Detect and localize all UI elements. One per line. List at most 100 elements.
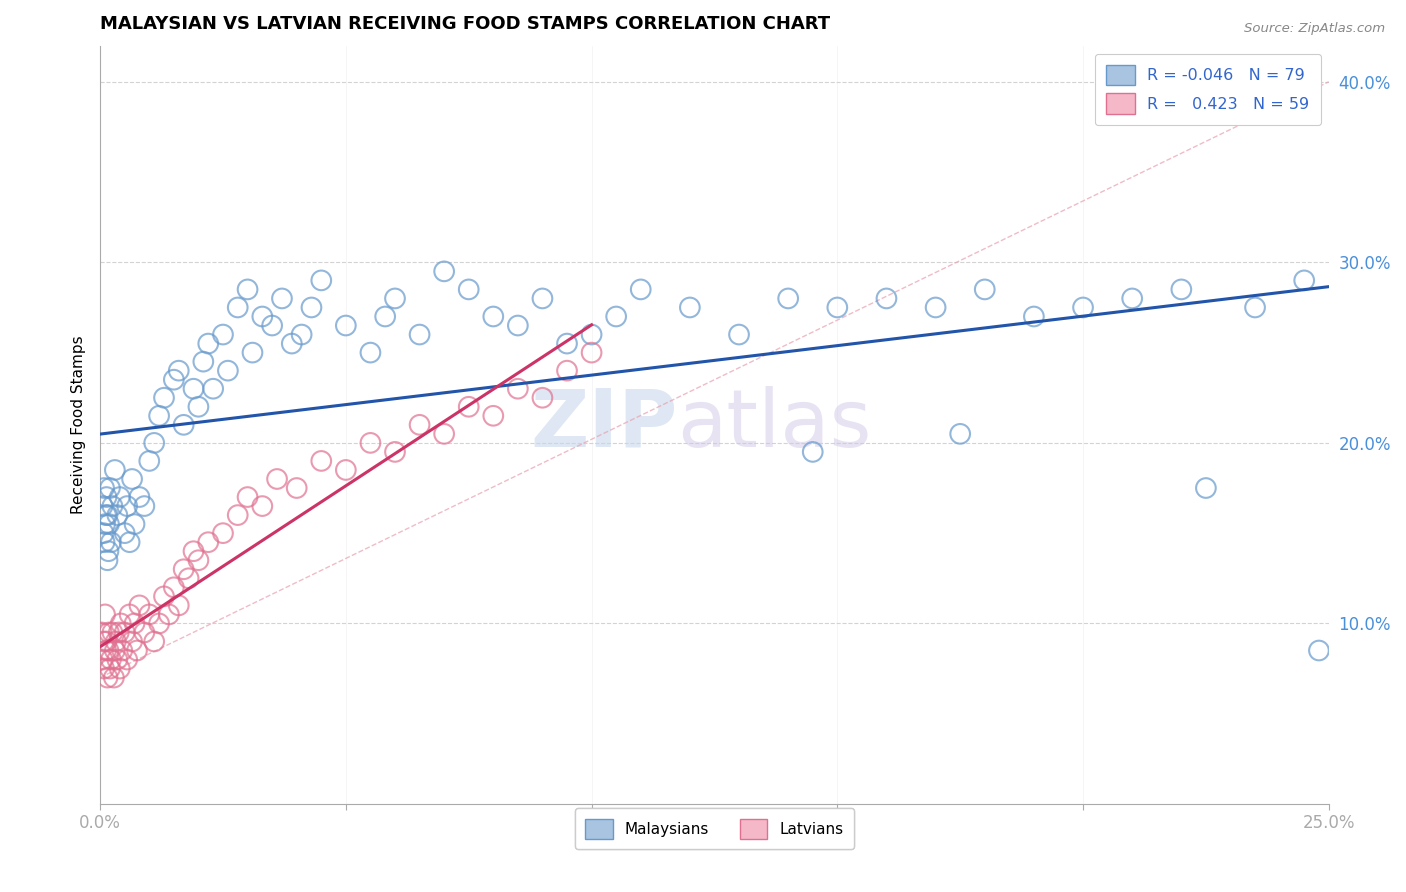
Point [118,535,141,549]
Point [98,517,121,532]
Point [197,336,219,351]
Point [291,327,314,342]
Point [118,607,141,622]
Point [134,499,156,513]
Point [105,508,128,522]
Point [90,625,112,640]
Point [97,643,120,657]
Point [359,345,381,359]
Point [252,310,274,324]
Point [138,454,160,468]
Point [91,652,114,666]
Y-axis label: Receiving Food Stamps: Receiving Food Stamps [72,335,86,514]
Point [973,282,995,296]
Point [384,445,406,459]
Point [252,499,274,513]
Point [143,634,166,648]
Point [266,472,288,486]
Point [408,417,430,432]
Point [177,571,200,585]
Point [108,662,131,676]
Point [148,409,170,423]
Point [1244,301,1267,315]
Point [108,490,131,504]
Point [801,445,824,459]
Point [271,292,294,306]
Point [1195,481,1218,495]
Point [531,391,554,405]
Legend: Malaysians, Latvians: Malaysians, Latvians [575,808,855,849]
Point [148,616,170,631]
Text: Source: ZipAtlas.com: Source: ZipAtlas.com [1244,22,1385,36]
Point [125,643,148,657]
Point [115,652,138,666]
Point [101,625,124,640]
Point [605,310,627,324]
Point [1308,643,1330,657]
Point [555,336,578,351]
Point [187,400,209,414]
Point [163,373,186,387]
Point [187,553,209,567]
Point [121,472,143,486]
Point [98,662,121,676]
Point [311,273,333,287]
Point [262,318,284,333]
Point [212,526,235,541]
Point [101,499,124,513]
Point [236,490,259,504]
Point [311,454,333,468]
Point [728,327,751,342]
Point [197,535,219,549]
Point [96,508,118,522]
Point [134,625,156,640]
Point [167,599,190,613]
Point [359,436,381,450]
Point [96,553,118,567]
Point [157,607,180,622]
Point [128,599,150,613]
Point [506,318,529,333]
Point [91,499,114,513]
Point [96,490,118,504]
Point [114,526,136,541]
Point [94,508,117,522]
Point [374,310,396,324]
Point [93,535,115,549]
Text: ZIP: ZIP [530,386,678,464]
Point [110,616,132,631]
Point [408,327,430,342]
Point [679,301,702,315]
Point [103,671,125,685]
Point [183,382,205,396]
Point [107,625,129,640]
Point [482,310,505,324]
Point [153,590,176,604]
Point [1071,301,1094,315]
Point [163,580,186,594]
Point [217,364,239,378]
Point [93,526,115,541]
Point [111,643,134,657]
Point [96,671,118,685]
Text: atlas: atlas [678,386,872,464]
Point [949,426,972,441]
Point [173,417,195,432]
Point [301,301,323,315]
Point [457,282,479,296]
Point [1170,282,1192,296]
Point [105,652,128,666]
Point [114,625,136,640]
Point [1294,273,1316,287]
Point [128,490,150,504]
Point [281,336,304,351]
Text: MALAYSIAN VS LATVIAN RECEIVING FOOD STAMPS CORRELATION CHART: MALAYSIAN VS LATVIAN RECEIVING FOOD STAM… [100,15,831,33]
Point [124,616,146,631]
Point [285,481,308,495]
Point [104,463,127,477]
Point [98,625,121,640]
Point [384,292,406,306]
Point [104,643,127,657]
Point [212,327,235,342]
Point [97,544,120,558]
